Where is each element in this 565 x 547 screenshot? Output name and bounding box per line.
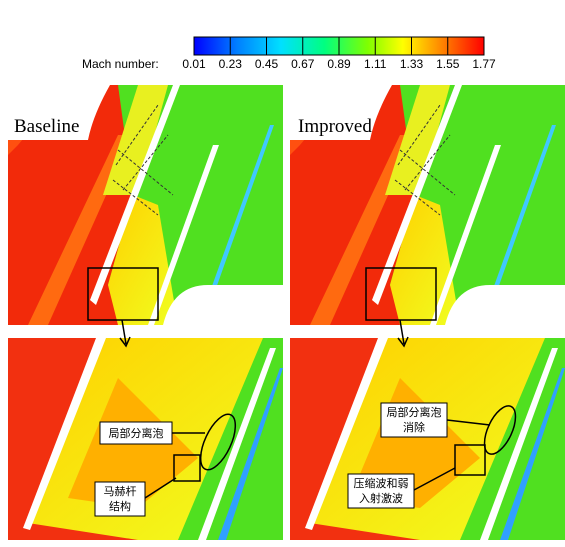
annotation: 局部分离泡 bbox=[109, 426, 164, 440]
wave-marker bbox=[454, 444, 486, 476]
annotation: 压缩波和弱 bbox=[354, 477, 409, 490]
panel-label: Improved bbox=[298, 116, 372, 137]
annotation-box bbox=[99, 421, 173, 445]
bubble-marker bbox=[199, 413, 237, 471]
colorbar-tick-label: 1.77 bbox=[472, 57, 496, 71]
improved-bottom bbox=[290, 338, 565, 540]
colorbar-tick-label: 0.23 bbox=[219, 57, 243, 71]
colorbar-label: Mach number: bbox=[82, 57, 159, 71]
panel-label: Baseline bbox=[14, 116, 79, 137]
colorbar-tick-label: 0.89 bbox=[327, 57, 351, 71]
zoom-arrow bbox=[119, 319, 131, 348]
mach-stem-marker bbox=[173, 454, 201, 482]
colorbar-tick-label: 0.67 bbox=[291, 57, 315, 71]
annotations: 局部分离泡 马赫杆 结构 局部分离泡 消除 压缩波和弱 入射激波 bbox=[94, 402, 448, 517]
annotation: 消除 bbox=[403, 420, 425, 434]
annotation-box bbox=[94, 481, 146, 517]
colorbar-tick-label: 0.45 bbox=[255, 57, 279, 71]
annotation: 局部分离泡 bbox=[387, 405, 442, 419]
annotation: 入射激波 bbox=[359, 491, 403, 505]
colorbar-tick-label: 1.11 bbox=[364, 57, 387, 71]
callout-lines bbox=[144, 419, 491, 499]
colorbar-tick-label: 0.01 bbox=[182, 57, 206, 71]
colorbar-ticks: 0.01 0.23 0.45 0.67 0.89 1.11 1.33 1.55 1.77 bbox=[182, 37, 496, 71]
zoom-arrow bbox=[397, 319, 409, 348]
colorbar-tick-label: 1.55 bbox=[436, 57, 460, 71]
zoom-box bbox=[365, 267, 437, 321]
zoom-box bbox=[87, 267, 159, 321]
annotation-box bbox=[380, 402, 448, 438]
zoom-boxes bbox=[87, 267, 517, 499]
annotation-box bbox=[347, 473, 415, 509]
colorbar-tick-label: 1.33 bbox=[400, 57, 424, 71]
annotation: 马赫杆 bbox=[104, 484, 137, 498]
annotation: 结构 bbox=[109, 499, 131, 513]
